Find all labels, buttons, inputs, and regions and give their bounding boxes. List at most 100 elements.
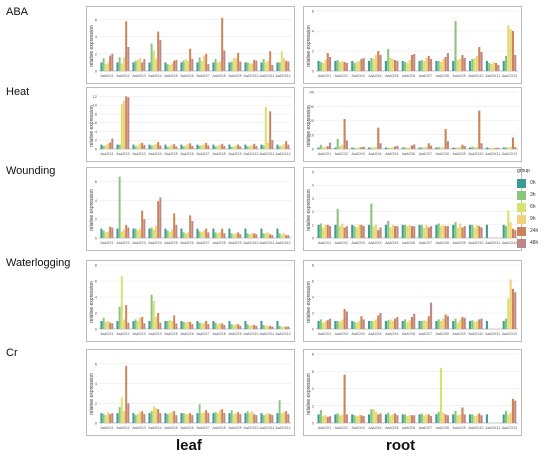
bar-aaaox11-24h bbox=[269, 51, 272, 71]
bar-aaaox5-48h bbox=[175, 224, 178, 238]
bar-aaaox7-0h bbox=[196, 62, 199, 71]
bar-aaaox1-9h bbox=[324, 224, 327, 238]
bar-aaaox4-0h bbox=[368, 224, 371, 238]
bar-aaaox7-9h bbox=[425, 147, 428, 149]
bar-aaaox1-48h bbox=[111, 227, 114, 238]
bar-aaaox4-6h bbox=[372, 59, 375, 71]
bar-aaaox9-6h bbox=[456, 415, 459, 423]
bar-aaaox10-3h bbox=[246, 62, 249, 71]
bar-aaaox2-9h bbox=[123, 100, 125, 149]
bar-aaaox8-3h bbox=[437, 147, 440, 149]
bar-aaaox7-0h bbox=[196, 321, 199, 329]
bar-aaaox9-3h bbox=[454, 222, 457, 238]
bar-aaaox6-0h bbox=[180, 321, 183, 329]
bar-aaaox7-6h bbox=[423, 320, 426, 329]
x-tick-label: AaAOX6 bbox=[180, 332, 193, 336]
bar-aaaox9-9h bbox=[459, 59, 462, 71]
x-tick-label: AaAOX11 bbox=[485, 152, 500, 156]
bar-aaaox12-24h bbox=[285, 60, 288, 71]
bar-aaaox9-6h bbox=[232, 146, 235, 149]
bar-aaaox6-6h bbox=[406, 416, 409, 423]
bar-aaaox6-6h bbox=[406, 226, 409, 238]
bar-aaaox3-9h bbox=[358, 415, 361, 423]
bar-aaaox8-9h bbox=[219, 61, 221, 71]
bar-aaaox2-6h bbox=[120, 397, 123, 423]
bar-aaaox2-0h bbox=[116, 144, 119, 149]
bar-aaaox10-3h bbox=[471, 320, 474, 329]
panel-heat-root: 0 10 20 30 40 AaAOX1 AaAOX2 AaAOX3 AaAOX4 AaAOX5 A… bbox=[303, 87, 522, 162]
y-tick-label: 10 bbox=[93, 103, 98, 108]
bar-aaaox2-48h bbox=[345, 414, 348, 423]
x-tick-label: AaAOX10 bbox=[243, 241, 258, 245]
bar-aaaox3-3h bbox=[353, 147, 356, 149]
bar-aaaox7-24h bbox=[427, 316, 430, 329]
bar-aaaox2-9h bbox=[123, 57, 125, 71]
bar-aaaox4-48h bbox=[379, 227, 382, 238]
bar-aaaox7-0h bbox=[196, 228, 199, 238]
bar-aaaox4-9h bbox=[155, 317, 157, 329]
bar-aaaox12-6h bbox=[507, 210, 510, 238]
legend-label: 9h bbox=[530, 216, 536, 222]
x-tick-label: AaAOX10 bbox=[468, 241, 483, 245]
bar-aaaox6-0h bbox=[180, 228, 183, 238]
bar-aaaox12-3h bbox=[504, 318, 508, 329]
x-tick-label: AaAOX7 bbox=[196, 74, 209, 78]
x-tick-label: AaAOX10 bbox=[243, 74, 258, 78]
bar-aaaox8-0h bbox=[212, 321, 215, 329]
legend-label: 3h bbox=[530, 192, 536, 198]
bar-aaaox3-6h bbox=[355, 62, 358, 71]
bar-aaaox11-6h bbox=[264, 106, 267, 149]
bar-aaaox12-48h bbox=[514, 55, 517, 71]
bar-aaaox9-3h bbox=[230, 410, 233, 423]
bar-aaaox3-48h bbox=[143, 145, 146, 149]
x-tick-label: AaAOX12 bbox=[275, 74, 290, 78]
bar-aaaox1-24h bbox=[109, 226, 112, 238]
bar-aaaox10-48h bbox=[255, 145, 258, 149]
bar-aaaox7-9h bbox=[425, 58, 428, 71]
y-tick-label: 6 bbox=[95, 17, 98, 22]
bar-aaaox10-0h bbox=[244, 62, 247, 71]
bar-aaaox12-0h bbox=[502, 61, 505, 71]
x-tick-label: AaAOX5 bbox=[385, 332, 398, 336]
y-tick-label: 2 bbox=[312, 209, 315, 214]
legend-swatch bbox=[517, 238, 526, 248]
bar-aaaox8-9h bbox=[219, 232, 221, 238]
panel-cr-root: 0 2 4 6 8 AaAOX1 AaAOX2 AaAOX3 AaAOX4 AaAOX5 AaAOX… bbox=[303, 349, 522, 436]
bar-aaaox9-6h bbox=[456, 147, 459, 149]
bar-aaaox12-0h bbox=[276, 321, 279, 329]
bar-aaaox3-48h bbox=[143, 219, 146, 238]
x-tick-label: AaAOX7 bbox=[419, 426, 432, 430]
bar-aaaox9-3h bbox=[230, 146, 233, 149]
y-tick-label: 6 bbox=[95, 361, 98, 366]
bar-aaaox5-0h bbox=[164, 144, 167, 149]
bar-aaaox8-24h bbox=[221, 323, 224, 329]
bar-aaaox4-24h bbox=[157, 201, 160, 238]
legend-swatch bbox=[517, 178, 526, 188]
chart-cr-leaf: 0 2 4 6 AaAOX1 AaAOX2 AaAOX3 AaAOX4 AaAOX5 AaAOX6… bbox=[95, 361, 291, 430]
bar-aaaox6-9h bbox=[408, 147, 411, 149]
bar-aaaox3-24h bbox=[141, 62, 144, 71]
x-tick-label: AaAOX9 bbox=[452, 74, 465, 78]
bar-aaaox4-3h bbox=[150, 411, 153, 423]
bar-aaaox2-0h bbox=[334, 147, 337, 149]
bar-aaaox10-0h bbox=[244, 228, 247, 238]
bar-aaaox12-48h bbox=[514, 147, 517, 149]
bar-aaaox3-48h bbox=[143, 59, 146, 71]
y-tick-label: 2 bbox=[95, 311, 98, 316]
bar-aaaox7-9h bbox=[203, 144, 205, 149]
bar-aaaox5-0h bbox=[384, 224, 387, 238]
bar-aaaox3-3h bbox=[353, 63, 356, 71]
bar-aaaox11-0h bbox=[485, 61, 488, 71]
x-tick-label: AaAOX8 bbox=[436, 426, 449, 430]
x-tick-label: AaAOX9 bbox=[452, 332, 465, 336]
bar-aaaox11-3h bbox=[262, 145, 265, 149]
bar-aaaox9-3h bbox=[230, 324, 233, 329]
legend-swatch bbox=[517, 226, 526, 236]
bar-aaaox10-48h bbox=[480, 143, 483, 149]
bar-aaaox2-24h bbox=[125, 365, 128, 423]
x-tick-label: AaAOX3 bbox=[132, 74, 145, 78]
x-tick-label: AaAOX5 bbox=[385, 152, 398, 156]
x-tick-label: AaAOX2 bbox=[335, 152, 348, 156]
x-tick-label: AaAOX4 bbox=[148, 241, 161, 245]
y-axis-label: relative expression bbox=[306, 372, 312, 415]
